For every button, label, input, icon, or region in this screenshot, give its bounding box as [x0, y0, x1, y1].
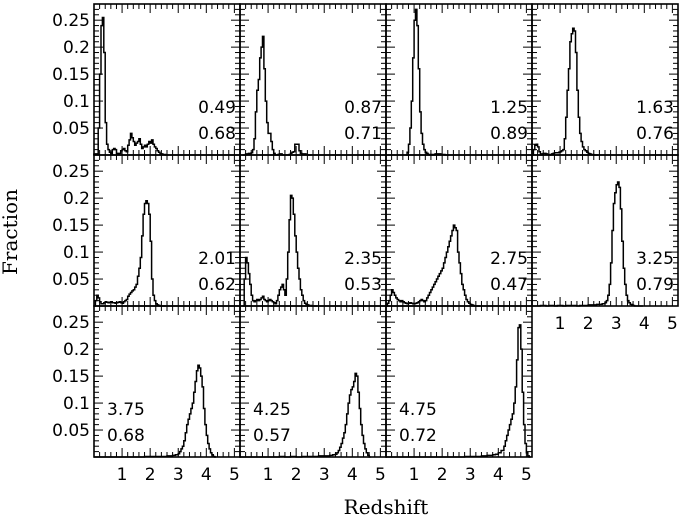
y-tick-label: 0.05	[52, 270, 90, 290]
x-tick-label: 4	[347, 465, 358, 485]
x-tick-label: 3	[611, 314, 622, 334]
x-axis-title: Redshift	[344, 495, 429, 519]
x-tick-label: 4	[493, 465, 504, 485]
x-tick-label: 2	[145, 465, 156, 485]
histogram-series	[386, 324, 531, 458]
y-tick-label: 0.15	[52, 65, 90, 85]
panel-label-top: 1.25	[490, 98, 528, 118]
y-tick-label: 0.2	[63, 340, 90, 360]
histogram-series	[94, 200, 166, 307]
y-tick-label: 0.05	[52, 119, 90, 139]
y-tick-label: 0.25	[52, 313, 90, 333]
histogram-series	[405, 8, 450, 156]
panel-11: 4.75 0.72	[385, 305, 533, 458]
x-tick-label: 3	[173, 465, 184, 485]
panel-1: 0.49 0.68	[93, 3, 241, 156]
panel-10: 4.25 0.57	[239, 305, 387, 458]
x-tick-label: 5	[521, 465, 532, 485]
y-tick-label: 0.15	[52, 367, 90, 387]
panel-label-top: 4.25	[253, 400, 291, 420]
x-tick-label: 1	[263, 465, 274, 485]
x-tick-label: 1	[409, 465, 420, 485]
panel-label-bottom: 0.62	[198, 275, 236, 295]
panel-label-bottom: 0.89	[490, 124, 528, 144]
x-tick-label: 2	[437, 465, 448, 485]
y-tick-label: 0.1	[63, 243, 90, 263]
panel-label-top: 2.75	[490, 249, 528, 269]
panel-4: 1.63 0.76	[531, 3, 679, 156]
panel-7: 2.75 0.47	[385, 154, 533, 307]
panel-label-bottom: 0.57	[253, 426, 291, 446]
panel-6: 2.35 0.53	[239, 154, 387, 307]
panel-label-top: 0.49	[198, 98, 236, 118]
x-tick-label: 5	[229, 465, 240, 485]
y-tick-label: 0.2	[63, 189, 90, 209]
y-tick-label: 0.25	[52, 162, 90, 182]
histogram-series	[532, 181, 643, 307]
panel-9: 3.75 0.68	[93, 305, 241, 458]
histogram-series	[242, 194, 318, 307]
y-tick-label: 0.2	[63, 38, 90, 58]
panel-label-bottom: 0.68	[198, 124, 236, 144]
panel-label-bottom: 0.68	[107, 426, 145, 446]
panel-label-bottom: 0.72	[399, 426, 437, 446]
x-tick-label: 1	[117, 465, 128, 485]
x-tick-label: 2	[291, 465, 302, 485]
y-tick-label: 0.15	[52, 216, 90, 236]
x-tick-label: 3	[319, 465, 330, 485]
panel-3: 1.25 0.89	[385, 3, 533, 156]
x-tick-label: 4	[639, 314, 650, 334]
x-tick-label: 2	[583, 314, 594, 334]
y-tick-label: 0.1	[63, 394, 90, 414]
panel-label-bottom: 0.71	[344, 124, 382, 144]
panel-label-bottom: 0.76	[636, 124, 674, 144]
x-tick-label: 3	[465, 465, 476, 485]
panel-label-bottom: 0.53	[344, 275, 382, 295]
y-tick-label: 0.25	[52, 11, 90, 31]
panel-label-bottom: 0.79	[636, 275, 674, 295]
panel-label-top: 4.75	[399, 400, 437, 420]
histogram-series	[93, 16, 169, 156]
panel-2: 0.87 0.71	[239, 3, 387, 156]
panel-label-top: 2.35	[344, 249, 382, 269]
x-tick-label: 5	[375, 465, 386, 485]
histogram-series	[532, 27, 598, 156]
panel-label-top: 3.75	[107, 400, 145, 420]
x-tick-label: 4	[201, 465, 212, 485]
x-tick-label: 1	[555, 314, 566, 334]
y-axis-title: Fraction	[0, 189, 22, 275]
panel-label-top: 0.87	[344, 98, 382, 118]
histogram-series	[94, 364, 217, 458]
panel-label-top: 2.01	[198, 249, 236, 269]
histogram-series	[240, 372, 371, 458]
panel-label-top: 1.63	[636, 98, 674, 118]
y-tick-label: 0.1	[63, 92, 90, 112]
panel-label-top: 3.25	[636, 249, 674, 269]
y-tick-label: 0.05	[52, 421, 90, 441]
panel-label-bottom: 0.47	[490, 275, 528, 295]
panels-layer: 0.490.680.050.10.150.20.250.870.711.250.…	[52, 3, 679, 485]
histogram-series	[242, 35, 312, 156]
panel-8: 3.25 0.79	[531, 154, 679, 307]
panel-5: 2.01 0.62	[93, 154, 241, 307]
x-tick-label: 5	[667, 314, 678, 334]
histogram-series	[386, 224, 481, 307]
